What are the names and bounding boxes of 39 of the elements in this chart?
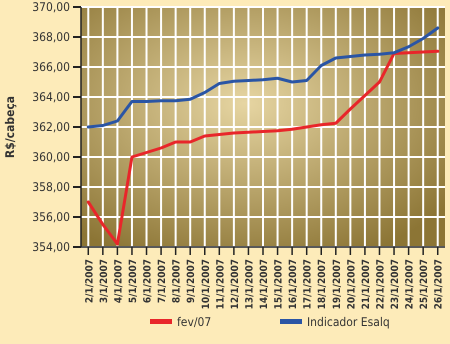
x-tick-label: 2/1/2007 [84,259,96,304]
x-tick-label: 4/1/2007 [113,259,124,304]
x-tick-label: 16/1/2007 [288,259,300,310]
x-tick-label: 11/1/2007 [215,259,226,310]
y-tick-label: 370,00 [32,0,70,14]
x-tick-label: 9/1/2007 [186,259,198,304]
x-tick-label: 8/1/2007 [172,259,183,304]
x-tick-label: 21/1/2007 [360,259,372,310]
x-tick-label: 5/1/2007 [128,259,139,304]
legend-label: Indicador Esalq [307,315,390,330]
y-tick-label: 356,00 [32,210,70,224]
x-tick-label: 7/1/2007 [157,259,168,304]
x-tick-label: 10/1/2007 [200,259,212,310]
x-tick-label: 6/1/2007 [142,259,154,304]
x-tick-label: 17/1/2007 [302,259,314,310]
y-tick-label: 366,00 [32,60,70,74]
y-tick-label: 362,00 [32,120,70,134]
x-tick-label: 22/1/2007 [375,259,386,310]
y-tick-label: 364,00 [32,90,70,104]
x-tick-label: 25/1/2007 [419,259,430,310]
y-axis-title: R$/cabeça [3,96,17,158]
y-tick-label: 358,00 [32,180,70,194]
y-tick-label: 360,00 [32,150,70,164]
x-tick-label: 23/1/2007 [390,259,402,310]
x-tick-label: 18/1/2007 [317,259,328,310]
line-series [86,50,440,246]
x-tick-label: 3/1/2007 [98,259,110,304]
x-tick-label: 13/1/2007 [244,259,256,310]
x-tick-label: 19/1/2007 [332,259,343,310]
y-tick-label: 368,00 [32,30,70,44]
x-tick-label: 12/1/2007 [230,259,241,310]
x-tick-label: 26/1/2007 [434,259,445,310]
line-series [86,26,440,128]
y-tick-label: 354,00 [32,240,70,254]
x-tick-label: 20/1/2007 [346,259,358,310]
x-tick-label: 24/1/2007 [404,259,416,310]
legend-label: fev/07 [177,315,212,330]
x-tick-label: 14/1/2007 [259,259,270,310]
x-tick-label: 15/1/2007 [274,259,285,310]
